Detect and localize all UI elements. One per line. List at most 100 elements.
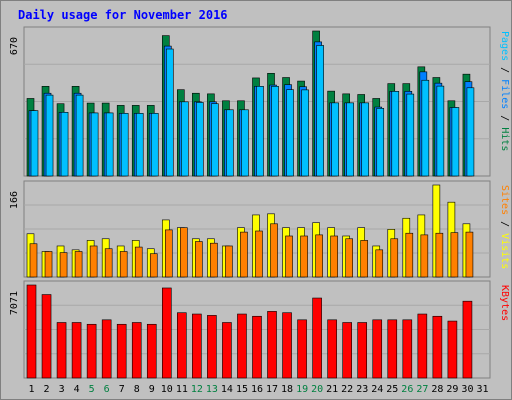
- bar-sites-day-18: [285, 235, 293, 278]
- x-tick-label-31: 31: [476, 384, 488, 395]
- bar-kbytes-day-20: [312, 297, 322, 379]
- bar-sites-day-19: [300, 235, 308, 278]
- x-tick-label-11: 11: [176, 384, 188, 395]
- bar-kbytes-day-23: [357, 322, 368, 379]
- series-side-label: Sites / Visits: [499, 185, 510, 269]
- x-tick-label-29: 29: [446, 384, 458, 395]
- bar-pages-day-29: [451, 107, 460, 177]
- bar-sites-day-4: [74, 251, 83, 278]
- x-tick-label-22: 22: [341, 384, 353, 395]
- bar-kbytes-day-15: [237, 313, 247, 379]
- bar-sites-day-29: [450, 232, 459, 278]
- bar-pages-day-26: [406, 93, 415, 177]
- x-tick-label-21: 21: [326, 384, 338, 395]
- bar-kbytes-day-5: [86, 323, 97, 379]
- bar-kbytes-day-22: [342, 322, 352, 379]
- bar-sites-day-26: [405, 232, 414, 278]
- bar-pages-day-28: [436, 85, 445, 177]
- bar-kbytes-day-11: [177, 312, 187, 379]
- side-label-part: /: [499, 61, 510, 79]
- x-tick-label-5: 5: [89, 384, 95, 395]
- x-tick-label-19: 19: [296, 384, 308, 395]
- bar-pages-day-16: [256, 86, 264, 177]
- bar-pages-day-20: [316, 45, 324, 177]
- axis-max-label: 7071: [9, 291, 20, 315]
- bar-sites-day-3: [59, 252, 68, 278]
- x-tick-label-23: 23: [356, 384, 368, 395]
- bar-kbytes-day-17: [267, 311, 277, 379]
- x-tick-label-26: 26: [401, 384, 413, 395]
- bar-kbytes-day-12: [192, 313, 202, 379]
- bar-sites-day-25: [390, 238, 399, 278]
- bar-pages-day-6: [105, 112, 114, 177]
- x-tick-label-15: 15: [236, 384, 248, 395]
- bar-sites-day-12: [195, 241, 203, 278]
- x-tick-label-12: 12: [191, 384, 203, 395]
- bar-sites-day-17: [270, 223, 278, 278]
- series-side-label: KBytes: [499, 285, 510, 321]
- bar-kbytes-day-29: [447, 320, 458, 379]
- bar-sites-day-21: [330, 235, 338, 278]
- bar-pages-day-10: [165, 48, 174, 177]
- x-tick-label-27: 27: [416, 384, 428, 395]
- bar-sites-day-10: [164, 229, 173, 278]
- bar-pages-day-13: [211, 103, 219, 177]
- panel-2: 166 Sites / Visits: [9, 180, 510, 278]
- bar-sites-day-15: [240, 231, 248, 278]
- bar-kbytes-day-26: [402, 319, 413, 379]
- bar-pages-day-27: [421, 79, 430, 177]
- bar-pages-day-3: [60, 112, 69, 177]
- bar-kbytes-day-21: [327, 319, 337, 379]
- x-tick-label-16: 16: [251, 384, 263, 395]
- bar-kbytes-day-7: [116, 323, 127, 379]
- side-label-part: KBytes: [499, 285, 510, 321]
- x-tick-label-17: 17: [266, 384, 278, 395]
- x-tick-label-3: 3: [59, 384, 65, 395]
- bar-sites-day-1: [29, 243, 38, 278]
- x-tick-label-8: 8: [134, 384, 140, 395]
- x-tick-label-6: 6: [104, 384, 110, 395]
- bar-kbytes-day-6: [101, 319, 112, 379]
- bar-kbytes-day-18: [282, 312, 292, 379]
- x-tick-label-20: 20: [311, 384, 323, 395]
- panel-1: 670 Pages / Files / Hits: [9, 26, 510, 177]
- bar-sites-day-11: [180, 227, 188, 278]
- bar-sites-day-14: [225, 245, 233, 278]
- side-label-part: Visits: [499, 233, 510, 269]
- bar-pages-day-14: [226, 109, 234, 177]
- bar-pages-day-17: [271, 86, 279, 177]
- panel-3: 7071 KBytes: [9, 280, 510, 379]
- chart-title: Daily usage for November 2016: [18, 8, 228, 22]
- side-label-part: Hits: [499, 127, 510, 151]
- bar-pages-day-18: [286, 89, 294, 177]
- bar-pages-day-15: [241, 109, 249, 177]
- bar-pages-day-2: [45, 94, 54, 177]
- bar-kbytes-day-8: [131, 322, 142, 379]
- bar-sites-day-7: [119, 251, 128, 278]
- bar-sites-day-6: [104, 248, 113, 278]
- side-label-part: /: [499, 109, 510, 127]
- bar-pages-day-9: [150, 113, 159, 177]
- bar-pages-day-24: [376, 108, 385, 177]
- x-tick-label-14: 14: [221, 384, 233, 395]
- bar-pages-day-1: [30, 110, 39, 177]
- bar-kbytes-day-4: [71, 322, 82, 379]
- x-tick-label-10: 10: [161, 384, 173, 395]
- bar-pages-day-8: [135, 113, 144, 177]
- side-label-part: Sites: [499, 185, 510, 215]
- x-tick-label-18: 18: [281, 384, 293, 395]
- bar-pages-day-4: [75, 94, 84, 177]
- bar-pages-day-5: [90, 112, 99, 177]
- bar-sites-day-23: [360, 240, 369, 278]
- bar-sites-day-5: [89, 245, 98, 278]
- bar-sites-day-2: [44, 251, 53, 278]
- bar-pages-day-23: [361, 102, 370, 177]
- bar-sites-day-20: [315, 234, 323, 278]
- bar-pages-day-19: [301, 89, 309, 177]
- bar-pages-day-12: [196, 102, 204, 177]
- bar-sites-day-13: [210, 242, 218, 278]
- bar-sites-day-24: [375, 249, 384, 278]
- bar-kbytes-day-1: [26, 284, 37, 379]
- side-label-part: /: [499, 215, 510, 233]
- bar-pages-day-11: [181, 101, 189, 177]
